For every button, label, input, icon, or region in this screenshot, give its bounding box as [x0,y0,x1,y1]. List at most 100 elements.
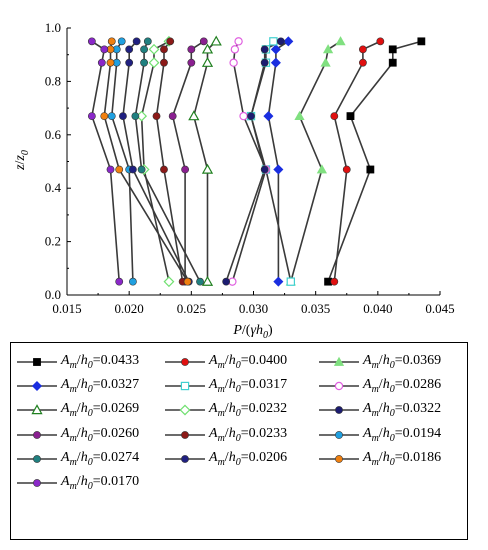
legend-swatch [165,381,205,391]
legend-label-part: m [217,359,225,371]
legend-entry: Am/h0=0.0269 [15,399,139,421]
legend-label-part: A [61,449,70,465]
legend-label-part: 0 [389,456,395,468]
legend-label: Am/h0=0.0186 [363,450,441,468]
x-tick-label: 0.045 [425,301,454,316]
data-point [152,112,161,121]
data-point [270,57,281,68]
legend-label-part: A [209,353,218,369]
data-point [97,58,106,67]
legend-label-part: h [228,425,236,441]
legend-label-part: A [61,474,70,490]
legend-label-part: 0 [87,408,93,420]
legend-label-part: m [371,384,379,396]
series-line-11 [110,40,134,282]
data-point [263,111,274,122]
legend-label-part: h [80,474,88,490]
legend-label-part: A [363,449,372,465]
series-line-6 [192,40,217,282]
legend-marker [333,356,345,366]
legend-marker [33,479,41,487]
data-point [188,110,200,121]
data-point [260,165,269,174]
legend-swatch [165,358,205,366]
data-point [125,58,134,67]
data-point [87,37,96,46]
legend-marker [335,406,343,415]
legend-swatch [165,454,205,463]
legend-label-part: A [363,377,372,393]
legend-label: Am/h0=0.0260 [61,426,139,444]
legend-label-part: h [228,377,236,393]
data-point [183,277,192,286]
legend-label-part: h [382,377,390,393]
legend-marker [181,358,189,366]
data-point [222,277,231,286]
legend-swatch [17,358,57,366]
data-point [199,37,208,46]
data-point [128,165,137,174]
legend-label-part: / [378,401,383,417]
data-point [160,45,168,54]
legend-label-part: =0.0274 [92,449,140,465]
legend-marker [181,454,189,463]
legend-marker [179,404,191,416]
legend-label: Am/h0=0.0206 [209,450,287,468]
legend-label: Am/h0=0.0170 [61,474,139,492]
data-point [128,277,137,286]
data-point [137,165,146,174]
y-tick-label: 0.4 [45,180,62,195]
legend-label-part: =0.0400 [240,353,288,369]
data-point [276,37,285,46]
legend-label-part: =0.0269 [92,401,140,417]
legend-label-part: m [217,408,225,420]
legend-label-part: A [363,425,372,441]
data-point [260,45,269,54]
legend-label-part: m [371,432,379,444]
legend-label: Am/h0=0.0194 [363,426,441,444]
legend-label-part: / [378,353,383,369]
legend-label-part: A [61,377,70,393]
data-point [196,277,204,286]
legend-swatch [319,406,359,415]
legend-label-part: h [228,449,236,465]
legend-label-part: A [61,353,70,369]
legend-entry: Am/h0=0.0170 [15,472,139,494]
legend-marker [334,381,344,391]
legend-entry: Am/h0=0.0194 [317,424,441,446]
legend-marker [33,454,41,463]
legend-entry: Am/h0=0.0232 [163,399,287,421]
legend-label: Am/h0=0.0232 [209,401,287,419]
data-point [168,112,177,121]
data-point [140,45,148,54]
legend-label-part: / [224,401,229,417]
legend-label-part: 0 [87,384,93,396]
legend-label-part: / [378,449,383,465]
legend-label-part: =0.0286 [394,377,442,393]
x-tick-label: 0.025 [177,301,206,316]
chart-plot: 0.015 0.020 0.025 0.030 0.035 0.040 0.045 0.0 0.… [13,20,455,340]
data-point [119,112,127,121]
data-point [273,276,284,287]
legend-label-part: h [80,401,88,417]
legend-label-part: / [224,353,229,369]
legend-swatch [319,454,359,463]
legend-label-part: m [69,408,77,420]
y-tick-label: 0.2 [45,234,61,249]
data-point [107,112,116,121]
data-point [229,58,238,67]
legend-label: Am/h0=0.0286 [363,377,441,395]
data-point [376,37,385,46]
legend-marker [33,358,41,366]
legend-swatch [17,454,57,463]
legend-entry: Am/h0=0.0433 [15,351,139,373]
series-markers [87,35,426,288]
legend-label: Am/h0=0.0322 [363,401,441,419]
legend-label-part: 0 [87,480,93,492]
x-tick-label: 0.020 [115,301,144,316]
legend-label-part: m [69,359,77,371]
data-point [210,35,222,46]
legend-label-part: 0 [235,384,241,396]
legend-label-part: h [228,401,236,417]
data-point [87,112,96,121]
